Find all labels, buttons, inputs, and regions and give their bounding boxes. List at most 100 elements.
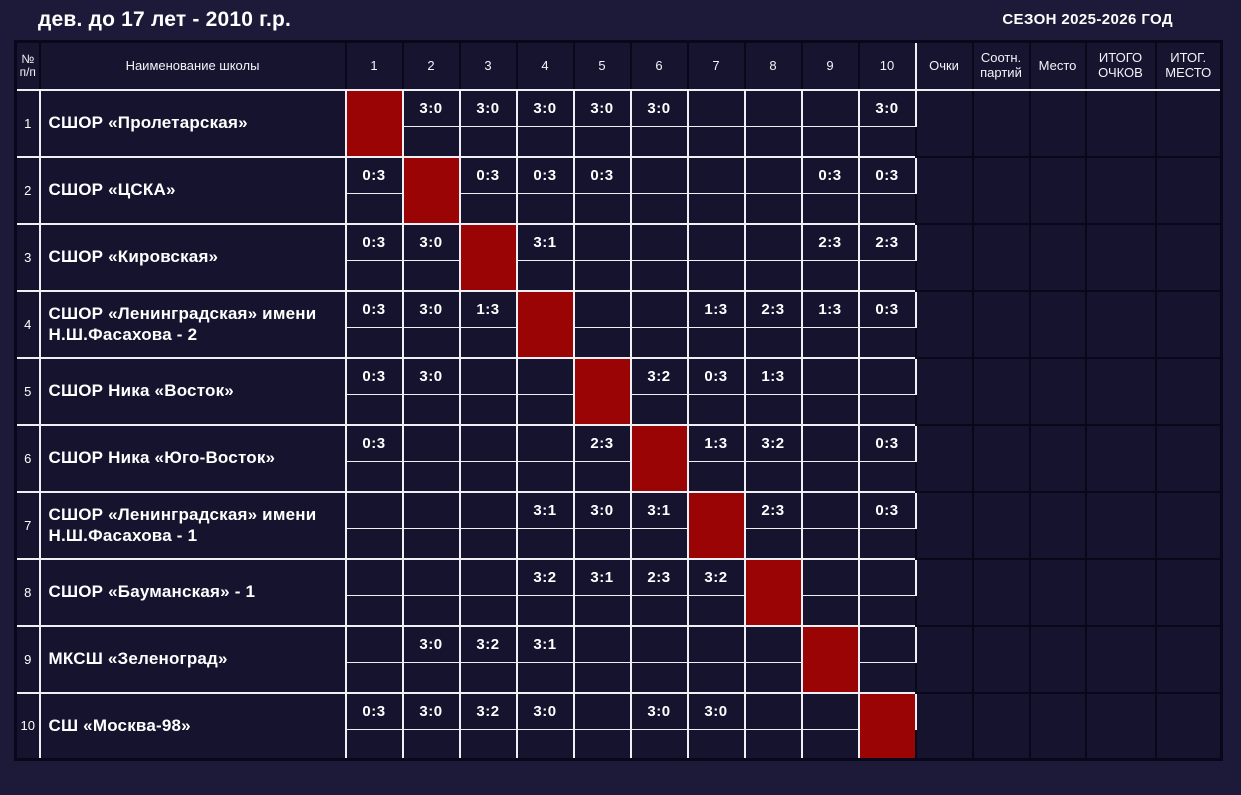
place-cell xyxy=(1028,222,1087,292)
score-cell: 0:3 xyxy=(572,155,632,194)
points-cell xyxy=(914,490,974,560)
team-number: 2 xyxy=(14,155,41,225)
score-cell: 2:3 xyxy=(629,557,689,596)
score-cell: 0:3 xyxy=(344,155,404,194)
score-detail-cell xyxy=(686,260,746,292)
score-cell xyxy=(800,88,860,127)
score-cell: 1:3 xyxy=(686,423,746,462)
set-ratio-cell xyxy=(971,222,1031,292)
final-place-cell xyxy=(1154,624,1223,694)
total-points-cell xyxy=(1084,289,1157,359)
header-points: Очки xyxy=(914,40,974,91)
score-detail-cell xyxy=(743,327,803,359)
place-cell xyxy=(1028,691,1087,761)
score-detail-cell xyxy=(629,327,689,359)
total-points-cell xyxy=(1084,222,1157,292)
score-detail-cell xyxy=(800,461,860,493)
points-cell xyxy=(914,691,974,761)
final-place-cell xyxy=(1154,155,1223,225)
score-cell: 0:3 xyxy=(515,155,575,194)
score-cell xyxy=(515,423,575,462)
score-cell: 0:3 xyxy=(857,423,917,462)
score-cell xyxy=(401,490,461,529)
self-cell xyxy=(458,260,518,292)
score-detail-cell xyxy=(458,662,518,694)
header-num: № п/п xyxy=(14,40,41,91)
score-cell xyxy=(458,557,518,596)
self-cell xyxy=(686,490,746,529)
score-cell: 3:2 xyxy=(743,423,803,462)
score-cell xyxy=(344,557,404,596)
header-total-points: ИТОГО ОЧКОВ xyxy=(1084,40,1157,91)
set-ratio-cell xyxy=(971,155,1031,225)
score-detail-cell xyxy=(629,662,689,694)
score-cell xyxy=(458,423,518,462)
team-row-top: 6 СШОР Ника «Юго-Восток» 0:3 2:3 1:3 3:2 0:3 xyxy=(14,423,1223,493)
score-detail-cell xyxy=(629,126,689,158)
score-detail-cell xyxy=(344,461,404,493)
place-cell xyxy=(1028,88,1087,158)
score-detail-cell xyxy=(458,126,518,158)
header-opponent-3: 3 xyxy=(458,40,518,91)
team-name: СШОР «Кировская» xyxy=(38,222,347,292)
total-points-cell xyxy=(1084,691,1157,761)
score-cell: 3:0 xyxy=(857,88,917,127)
score-detail-cell xyxy=(686,595,746,627)
score-cell: 3:1 xyxy=(629,490,689,529)
score-cell: 3:1 xyxy=(515,222,575,261)
header-opponent-7: 7 xyxy=(686,40,746,91)
score-detail-cell xyxy=(458,394,518,426)
score-cell xyxy=(800,490,860,529)
score-detail-cell xyxy=(401,595,461,627)
team-row-top: 10 СШ «Москва-98» 0:3 3:0 3:2 3:0 3:0 3:0 xyxy=(14,691,1223,761)
score-detail-cell xyxy=(857,461,917,493)
score-detail-cell xyxy=(572,461,632,493)
team-row-bottom xyxy=(16,528,1222,560)
score-cell xyxy=(401,557,461,596)
team-number: 5 xyxy=(14,356,41,426)
team-name: СШОР Ника «Восток» xyxy=(38,356,347,426)
score-cell: 3:0 xyxy=(629,691,689,730)
score-detail-cell xyxy=(629,394,689,426)
score-detail-cell xyxy=(344,193,404,225)
points-cell xyxy=(914,423,974,493)
score-cell xyxy=(857,624,917,663)
score-detail-cell xyxy=(572,327,632,359)
score-detail-cell xyxy=(515,528,575,560)
team-row-bottom xyxy=(16,461,1222,493)
score-detail-cell xyxy=(800,260,860,292)
score-cell xyxy=(572,691,632,730)
score-detail-cell xyxy=(743,528,803,560)
score-cell: 3:0 xyxy=(401,222,461,261)
self-cell xyxy=(401,193,461,225)
score-detail-cell xyxy=(629,595,689,627)
team-row-bottom xyxy=(16,327,1222,359)
score-cell: 3:1 xyxy=(515,624,575,663)
header-opponent-9: 9 xyxy=(800,40,860,91)
team-number: 7 xyxy=(14,490,41,560)
score-detail-cell xyxy=(800,394,860,426)
score-detail-cell xyxy=(401,528,461,560)
page-title: дев. до 17 лет - 2010 г.р. xyxy=(38,8,292,31)
score-detail-cell xyxy=(857,327,917,359)
score-cell: 3:0 xyxy=(686,691,746,730)
place-cell xyxy=(1028,490,1087,560)
score-cell xyxy=(629,222,689,261)
self-cell xyxy=(572,394,632,426)
team-row-top: 8 СШОР «Бауманская» - 1 3:2 3:1 2:3 3:2 xyxy=(14,557,1223,627)
score-cell: 0:3 xyxy=(344,222,404,261)
total-points-cell xyxy=(1084,88,1157,158)
results-table: № п/п Наименование школы 1 2 3 4 5 6 7 8… xyxy=(14,40,1223,761)
score-cell xyxy=(800,557,860,596)
score-cell: 3:0 xyxy=(458,88,518,127)
score-cell: 3:0 xyxy=(401,624,461,663)
header-opponent-6: 6 xyxy=(629,40,689,91)
score-detail-cell xyxy=(743,193,803,225)
score-detail-cell xyxy=(458,193,518,225)
score-detail-cell xyxy=(629,528,689,560)
set-ratio-cell xyxy=(971,624,1031,694)
score-cell: 0:3 xyxy=(857,289,917,328)
set-ratio-cell xyxy=(971,691,1031,761)
points-cell xyxy=(914,88,974,158)
score-cell: 0:3 xyxy=(857,155,917,194)
